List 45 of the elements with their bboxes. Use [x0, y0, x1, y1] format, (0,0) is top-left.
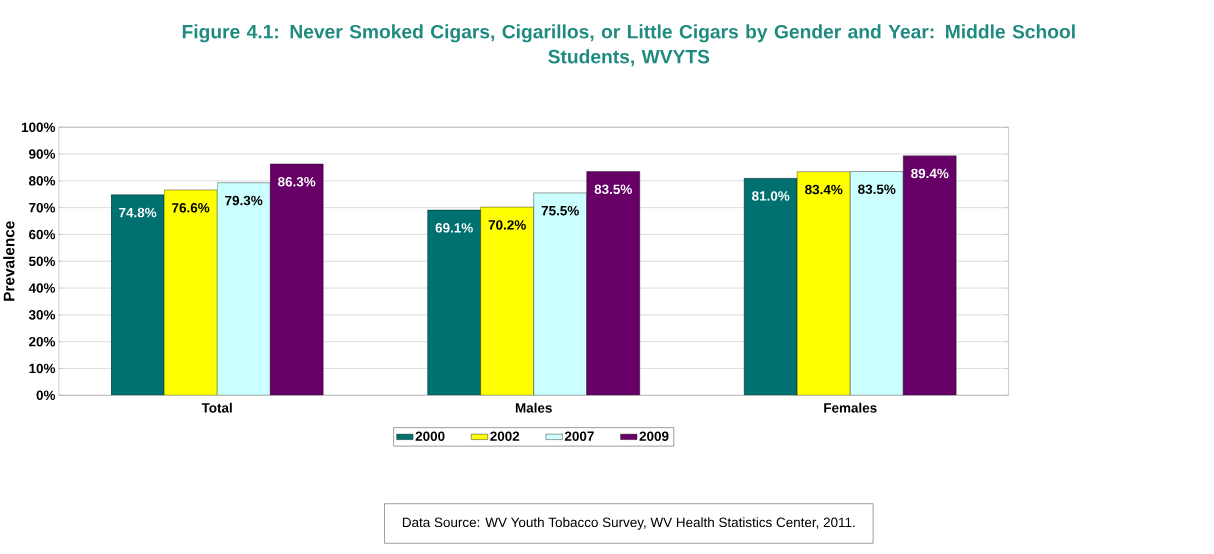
data-label: 83.4%	[805, 184, 843, 195]
y-tick-label: 90%	[29, 149, 56, 159]
bar	[797, 171, 851, 396]
bar	[216, 182, 271, 396]
data-label: 74.8%	[119, 207, 157, 218]
y-tick-label: 60%	[29, 229, 56, 240]
bar	[903, 155, 957, 396]
bar	[850, 171, 904, 396]
data-label: 75.5%	[541, 205, 579, 216]
y-tick-label: 20%	[29, 336, 56, 347]
y-tick-label: 50%	[28, 256, 56, 266]
bar	[427, 209, 481, 396]
data-label: 83.5%	[594, 184, 632, 194]
bar	[480, 206, 534, 396]
legend-label: 2000	[415, 431, 445, 441]
source-note: Data Source: WV Youth Tobacco Survey, WV Health Statistics Center, 2011.	[402, 517, 855, 530]
y-axis-title: Prevalence	[3, 221, 15, 301]
data-label: 70.2%	[488, 219, 526, 230]
bar	[533, 192, 587, 396]
x-tick-label: Total	[201, 402, 232, 413]
y-tick-label: 70%	[29, 202, 56, 213]
legend-label: 2007	[564, 431, 594, 441]
legend-label: 2002	[490, 431, 520, 441]
data-label: 69.1%	[435, 222, 473, 233]
x-tick-label: Females	[824, 402, 877, 413]
data-label: 86.3%	[278, 176, 316, 187]
chart-title: Figure 4.1: Never Smoked Cigars, Cigarillos, or Little Cigars by Gender and Year: Middle School Students, WVYTS	[182, 24, 1075, 67]
y-tick-label: 10%	[29, 363, 56, 374]
y-tick-label: 40%	[28, 283, 56, 293]
bar	[743, 177, 798, 396]
y-tick-label: 0%	[36, 390, 56, 400]
y-tick-label: 100%	[21, 122, 56, 132]
bar	[586, 171, 640, 396]
data-label: 76.6%	[172, 202, 210, 213]
data-label: 83.5%	[858, 184, 896, 194]
y-tick-label: 80%	[28, 175, 56, 186]
bar	[163, 189, 218, 396]
data-label: 89.4%	[911, 168, 949, 179]
legend-label: 2009	[639, 431, 669, 441]
x-tick-label: Males	[515, 402, 552, 413]
data-label: 81.0%	[752, 191, 790, 201]
y-tick-label: 30%	[28, 309, 56, 320]
bar	[269, 163, 324, 396]
data-label: 79.3%	[225, 195, 263, 206]
bar	[110, 194, 165, 396]
